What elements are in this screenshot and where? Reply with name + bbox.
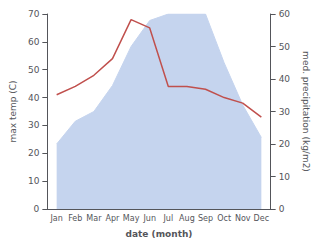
svg-text:Sep: Sep <box>198 214 213 223</box>
svg-text:0: 0 <box>34 204 40 214</box>
svg-text:20: 20 <box>279 139 291 149</box>
svg-text:40: 40 <box>279 74 291 84</box>
svg-text:0: 0 <box>279 204 285 214</box>
svg-text:Jan: Jan <box>49 214 62 223</box>
svg-text:Apr: Apr <box>106 214 121 223</box>
svg-text:10: 10 <box>28 176 40 186</box>
svg-text:40: 40 <box>28 93 40 103</box>
svg-text:Oct: Oct <box>217 214 231 223</box>
svg-text:Aug: Aug <box>179 214 195 223</box>
svg-text:May: May <box>123 214 140 223</box>
svg-text:Mar: Mar <box>86 214 102 223</box>
svg-text:max temp (C): max temp (C) <box>8 80 18 142</box>
svg-text:10: 10 <box>279 172 291 182</box>
svg-text:Jul: Jul <box>162 214 173 223</box>
svg-text:Jun: Jun <box>142 214 156 223</box>
svg-text:30: 30 <box>28 120 40 130</box>
svg-text:med. precipitation (kg/m2): med. precipitation (kg/m2) <box>301 51 311 172</box>
svg-text:Dec: Dec <box>254 214 269 223</box>
svg-text:Nov: Nov <box>235 214 251 223</box>
svg-text:20: 20 <box>28 148 40 158</box>
svg-text:30: 30 <box>279 107 291 117</box>
svg-text:60: 60 <box>279 9 291 19</box>
svg-text:70: 70 <box>28 9 40 19</box>
svg-text:50: 50 <box>28 65 40 75</box>
svg-text:60: 60 <box>28 37 40 47</box>
svg-text:date (month): date (month) <box>126 229 193 239</box>
svg-text:50: 50 <box>279 42 291 52</box>
svg-text:Feb: Feb <box>68 214 82 223</box>
